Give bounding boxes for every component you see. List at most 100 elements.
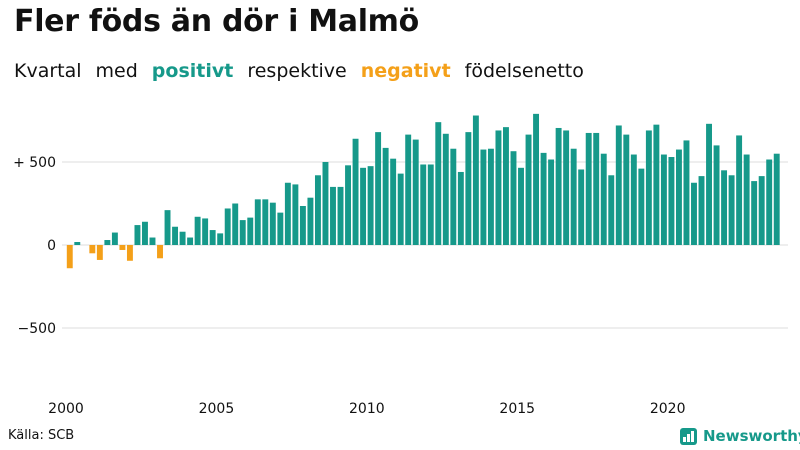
bar <box>367 166 374 245</box>
bar <box>352 138 359 245</box>
bar <box>668 157 675 245</box>
bar <box>299 205 306 245</box>
bar <box>758 176 765 245</box>
bar <box>314 175 321 245</box>
bar <box>743 154 750 245</box>
bar <box>645 130 652 245</box>
bar <box>307 197 314 245</box>
bar <box>262 199 269 245</box>
bar <box>766 159 773 245</box>
bar <box>675 149 682 245</box>
bar <box>96 245 103 260</box>
bar <box>736 135 743 245</box>
bar <box>179 231 186 245</box>
bar <box>608 175 615 245</box>
x-tick-label: 2010 <box>349 401 385 417</box>
bar <box>247 217 254 245</box>
bar <box>427 164 434 245</box>
bar <box>465 132 472 245</box>
bar <box>164 210 171 245</box>
bar <box>337 186 344 245</box>
bar <box>202 218 209 245</box>
bar <box>111 232 118 245</box>
bar-chart: + 500 0 −500 2000 2005 2010 2015 2020 <box>13 113 788 417</box>
subtitle-negative-label: negativt <box>360 60 451 82</box>
bar <box>503 127 509 245</box>
x-tick-label: 2015 <box>499 401 535 417</box>
bar <box>706 123 712 245</box>
bar <box>660 154 667 245</box>
bar <box>420 164 427 245</box>
bar <box>194 216 201 245</box>
bar <box>284 182 291 245</box>
brand-name: Newsworthy <box>703 427 800 445</box>
bar <box>653 124 660 245</box>
source-note: Källa: SCB <box>8 428 75 443</box>
bar <box>217 233 224 245</box>
bar <box>548 159 555 245</box>
bar <box>593 132 600 245</box>
bar <box>480 149 487 245</box>
bars <box>66 113 780 269</box>
bar <box>232 203 239 245</box>
bar <box>615 125 622 245</box>
bar <box>495 130 502 245</box>
bar <box>751 181 758 245</box>
bar <box>142 221 148 245</box>
bar <box>345 165 351 245</box>
y-tick-label: 0 <box>47 238 56 254</box>
bar <box>533 113 540 245</box>
bar <box>435 122 442 245</box>
bar <box>691 182 697 245</box>
subtitle-word-med: med <box>95 60 138 82</box>
y-tick-label: + 500 <box>13 155 56 171</box>
bar <box>683 140 690 245</box>
bar <box>330 186 336 245</box>
bar <box>390 158 397 245</box>
bar <box>721 170 728 245</box>
bar <box>698 176 705 245</box>
bar <box>773 153 780 245</box>
subtitle-word-respektive: respektive <box>247 60 347 82</box>
bar <box>172 226 179 245</box>
bar <box>555 127 562 245</box>
bar <box>126 245 133 261</box>
bar <box>518 167 524 245</box>
bar <box>375 132 382 245</box>
bar <box>149 237 156 245</box>
subtitle-word-kvartal: Kvartal <box>14 60 82 82</box>
bar <box>157 245 163 259</box>
bar-chart-logo-icon <box>680 427 697 445</box>
y-axis-labels: + 500 0 −500 <box>13 155 56 337</box>
bar <box>487 148 494 245</box>
x-tick-label: 2005 <box>199 401 235 417</box>
subtitle-positive-label: positivt <box>151 60 234 82</box>
bar <box>623 134 630 245</box>
bar <box>525 134 532 245</box>
bar <box>119 245 126 250</box>
bar <box>66 245 73 269</box>
bar <box>89 245 96 254</box>
chart-subtitle: Kvartal med positivt respektive negativt föde… <box>14 60 598 82</box>
bar <box>570 148 577 245</box>
x-axis-labels: 2000 2005 2010 2015 2020 <box>48 401 685 417</box>
subtitle-word-fodelsenetto: födelsenetto <box>464 60 584 82</box>
bar <box>630 154 637 245</box>
bar <box>405 134 412 245</box>
bar <box>713 145 720 245</box>
bar <box>472 115 479 245</box>
x-tick-label: 2000 <box>48 401 84 417</box>
bar <box>360 167 367 245</box>
bar <box>239 220 246 245</box>
bar <box>269 202 276 245</box>
bar <box>638 168 645 245</box>
bar <box>134 225 141 245</box>
bar <box>585 132 592 245</box>
bar <box>442 133 449 245</box>
bar <box>104 240 111 245</box>
bar <box>382 147 389 245</box>
bar <box>397 173 404 245</box>
bar <box>563 130 570 245</box>
bar <box>292 184 299 245</box>
bar <box>728 175 735 245</box>
